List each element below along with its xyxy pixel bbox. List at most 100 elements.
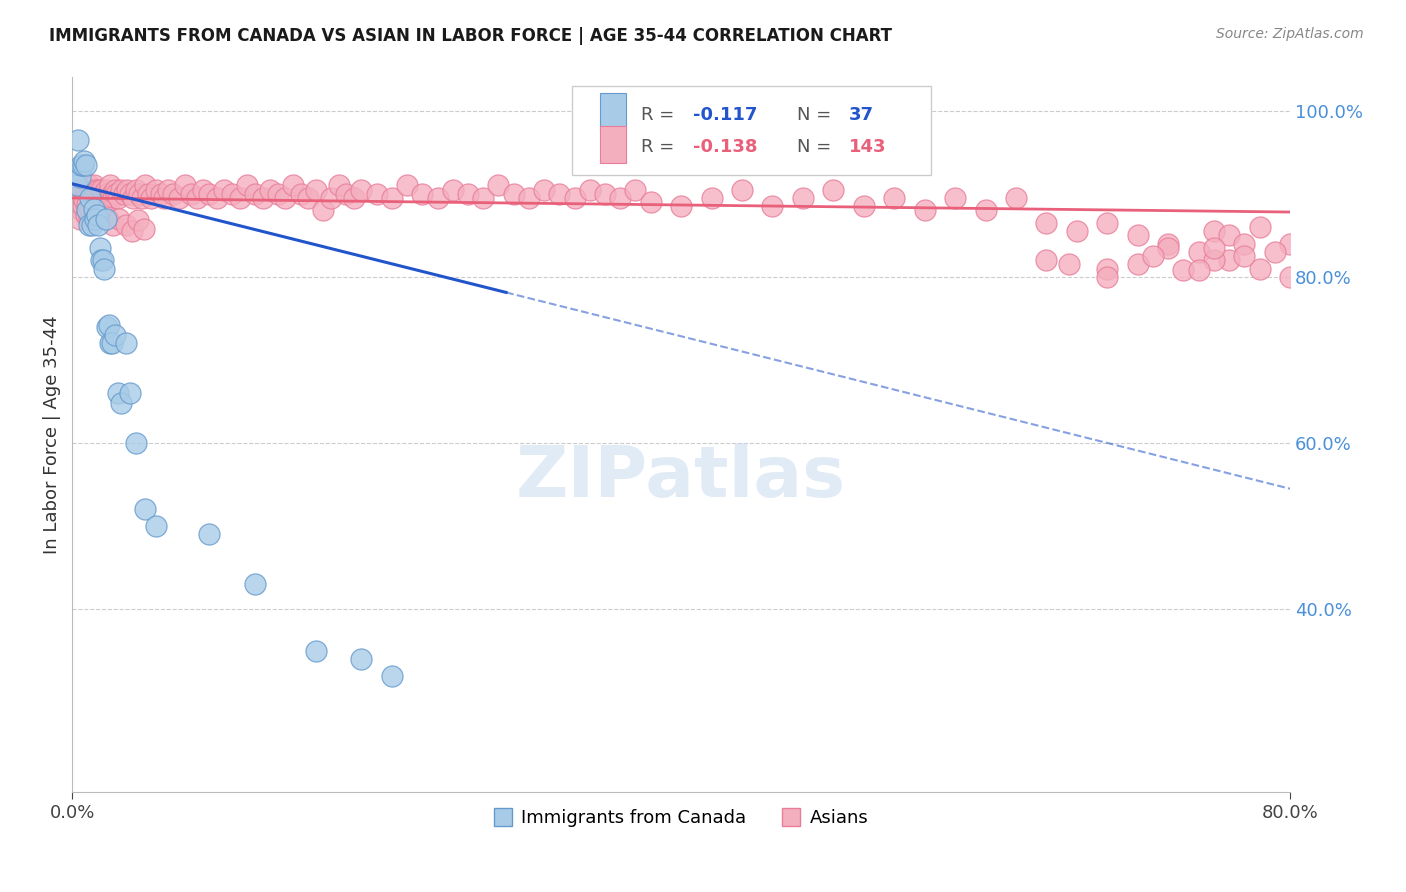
Point (73, 194, 96, 208)
Point (107, 386, 129, 401)
Text: IMMIGRANTS FROM CANADA VS ASIAN IN LABOR FORCE | AGE 35-44 CORRELATION CHART: IMMIGRANTS FROM CANADA VS ASIAN IN LABOR… (49, 27, 893, 45)
Point (1126, 228, 1149, 243)
Point (1279, 236, 1302, 251)
Point (79, 202, 101, 216)
Point (1218, 253, 1240, 268)
Point (110, 183, 132, 197)
Point (98, 336, 121, 351)
Point (267, 186, 290, 201)
Point (91, 253, 114, 268)
Point (79, 186, 101, 201)
Point (75, 186, 97, 200)
Point (69, 211, 91, 226)
Point (96, 186, 118, 201)
Point (79, 191, 101, 205)
Point (548, 186, 571, 201)
Point (533, 183, 555, 197)
Point (1294, 253, 1316, 268)
Point (66, 178, 89, 193)
Point (86, 186, 108, 201)
Point (259, 183, 281, 197)
Point (167, 191, 190, 205)
Point (502, 186, 524, 201)
Point (205, 191, 228, 205)
Point (90, 253, 112, 268)
Point (125, 183, 148, 197)
Point (115, 183, 138, 197)
Point (75, 208, 97, 222)
Point (700, 191, 723, 205)
Point (914, 203, 936, 218)
Point (91, 210, 114, 224)
Point (381, 191, 404, 205)
Point (104, 328, 127, 343)
Point (96, 319, 118, 334)
Point (564, 191, 586, 205)
Point (90, 183, 112, 197)
Point (1097, 216, 1119, 230)
Point (145, 183, 167, 197)
Point (114, 219, 136, 233)
Point (75, 158, 97, 172)
Text: Source: ZipAtlas.com: Source: ZipAtlas.com (1216, 27, 1364, 41)
Point (943, 191, 966, 205)
Point (274, 191, 297, 205)
Point (87, 183, 110, 197)
Point (396, 178, 419, 193)
Point (105, 186, 128, 201)
Point (350, 183, 373, 197)
Point (157, 183, 180, 197)
Point (173, 178, 195, 193)
Point (67, 191, 90, 205)
Point (80, 188, 103, 202)
Point (94, 211, 117, 226)
Point (87, 218, 110, 232)
Point (761, 199, 783, 213)
Y-axis label: In Labor Force | Age 35-44: In Labor Force | Age 35-44 (44, 316, 60, 554)
Point (243, 186, 266, 201)
Point (441, 183, 464, 197)
Point (114, 336, 136, 351)
Point (1035, 216, 1057, 230)
Point (1218, 228, 1240, 243)
Text: -0.138: -0.138 (693, 138, 758, 156)
Point (93, 261, 115, 276)
Point (84, 211, 107, 226)
Point (1005, 191, 1028, 205)
Point (87, 205, 110, 219)
Point (141, 191, 163, 205)
Point (731, 183, 754, 197)
Text: ZIPatlas: ZIPatlas (516, 443, 846, 512)
Point (107, 191, 129, 205)
Point (198, 527, 221, 541)
Point (121, 224, 143, 238)
Point (191, 183, 214, 197)
Text: N =: N = (797, 105, 837, 124)
Point (83, 205, 105, 219)
FancyBboxPatch shape (571, 86, 931, 176)
Text: 143: 143 (849, 138, 887, 156)
Point (221, 186, 243, 201)
Point (624, 183, 647, 197)
Point (426, 191, 449, 205)
Point (103, 191, 125, 205)
Point (76, 203, 98, 218)
Text: R =: R = (641, 105, 681, 124)
Point (84, 208, 107, 222)
Point (1233, 249, 1256, 263)
Point (472, 191, 495, 205)
Point (145, 519, 167, 533)
Point (974, 203, 997, 218)
Point (94, 183, 117, 197)
Point (76, 196, 98, 211)
Point (343, 191, 366, 205)
Legend: Immigrants from Canada, Asians: Immigrants from Canada, Asians (486, 802, 876, 834)
Point (120, 386, 142, 401)
Point (411, 186, 433, 201)
Point (1059, 257, 1081, 271)
Point (1202, 224, 1225, 238)
Point (97, 191, 120, 205)
Point (252, 191, 274, 205)
Point (1097, 269, 1119, 284)
Point (281, 178, 304, 193)
